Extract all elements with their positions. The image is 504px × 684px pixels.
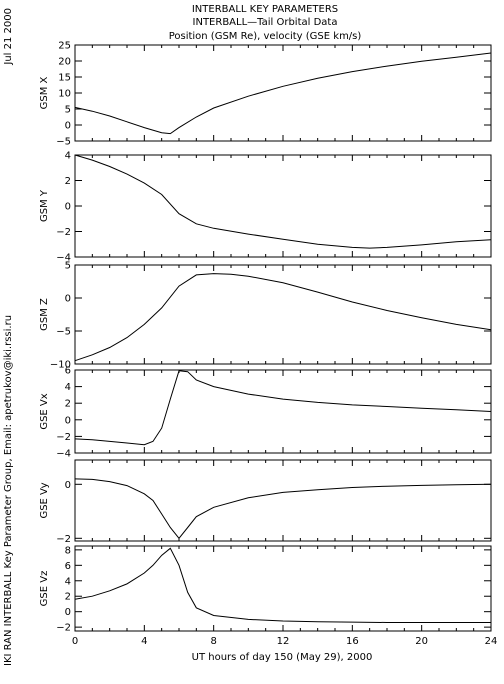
panel-6-ytick-label: 6: [65, 561, 71, 572]
panel-2-ytick-label: 2: [65, 176, 71, 187]
panel-6-frame: [74, 545, 492, 632]
panel-1-series-line: [74, 52, 492, 135]
panel-4-ytick-label: 2: [65, 399, 71, 410]
x-axis-label: UT hours of day 150 (May 29), 2000: [192, 652, 373, 663]
panel-3-ylabel: GSM Z: [39, 298, 50, 331]
panel-2-ytick-label: −4: [56, 253, 71, 264]
panel-3-ytick-label: 5: [65, 261, 71, 272]
date-stamp: Jul 21 2000: [3, 8, 14, 66]
x-tick-label: 16: [346, 636, 359, 647]
panel-4-ytick-label: 0: [65, 415, 71, 426]
panel-1-ytick-label: 10: [58, 89, 71, 100]
chart-title-line-2: INTERBALL—Tail Orbital Data: [193, 17, 338, 28]
panel-6-ytick-label: 4: [65, 576, 71, 587]
panel-4-ytick-label: −2: [56, 432, 71, 443]
panel-5-ytick-label: −2: [56, 534, 71, 545]
panel-4-ylabel: GSE Vx: [39, 393, 50, 429]
panel-4-frame: [74, 369, 492, 454]
panel-3-frame: [74, 264, 492, 365]
credit-line: IKI RAN INTERBALL Key Parameter Group, E…: [3, 315, 14, 666]
chart-title-line-3: Position (GSM Re), velocity (GSE km/s): [169, 31, 362, 42]
panel-4-ytick-label: 4: [65, 382, 71, 393]
panel-1-ytick-label: 25: [58, 41, 71, 52]
panel-6-ytick-label: 2: [65, 592, 71, 603]
panel-5-ylabel: GSE Vy: [39, 482, 50, 518]
panel-4-ytick-label: −4: [56, 449, 71, 460]
chart-title-line-1: INTERBALL KEY PARAMETERS: [192, 4, 338, 15]
panel-5-frame: [74, 459, 492, 542]
panel-6-ytick-label: 0: [65, 607, 71, 618]
panel-5-ytick-label: 0: [65, 480, 71, 491]
panel-4-series-line: [74, 370, 492, 446]
panel-2-series-line: [74, 154, 492, 249]
panel-1-ytick-label: 15: [58, 73, 71, 84]
x-tick-label: 20: [415, 636, 428, 647]
panel-3-ytick-label: −5: [56, 327, 71, 338]
panel-1-frame: [74, 44, 492, 142]
panel-1-ytick-label: 5: [65, 105, 71, 116]
panel-2-frame: [74, 154, 492, 258]
panel-6-series-line: [74, 547, 491, 623]
panel-1-ytick-label: 0: [65, 121, 71, 132]
x-tick-label: 4: [141, 636, 147, 647]
panel-1-ytick-label: 20: [58, 57, 71, 68]
x-tick-label: 8: [210, 636, 216, 647]
x-tick-label: 0: [72, 636, 78, 647]
panel-3-ytick-label: −10: [50, 360, 71, 371]
panel-3-ytick-label: 0: [65, 294, 71, 305]
panel-2-ylabel: GSM Y: [39, 189, 50, 222]
panel-6-ytick-label: 8: [65, 545, 71, 556]
panel-1-ytick-label: −5: [56, 137, 71, 148]
x-tick-label: 12: [277, 636, 290, 647]
panel-4-ytick-label: 6: [65, 366, 71, 377]
panel-2-ytick-label: 4: [65, 151, 71, 162]
panel-6-ytick-label: −2: [56, 623, 71, 634]
panel-3-series-line: [74, 273, 492, 362]
panel-6-ylabel: GSE Vz: [39, 571, 50, 607]
panel-1-ylabel: GSM X: [39, 76, 50, 109]
panel-2-ytick-label: −2: [56, 227, 71, 238]
panel-5-series-line: [74, 478, 492, 540]
panel-2-ytick-label: 0: [65, 202, 71, 213]
x-tick-label: 24: [485, 636, 498, 647]
